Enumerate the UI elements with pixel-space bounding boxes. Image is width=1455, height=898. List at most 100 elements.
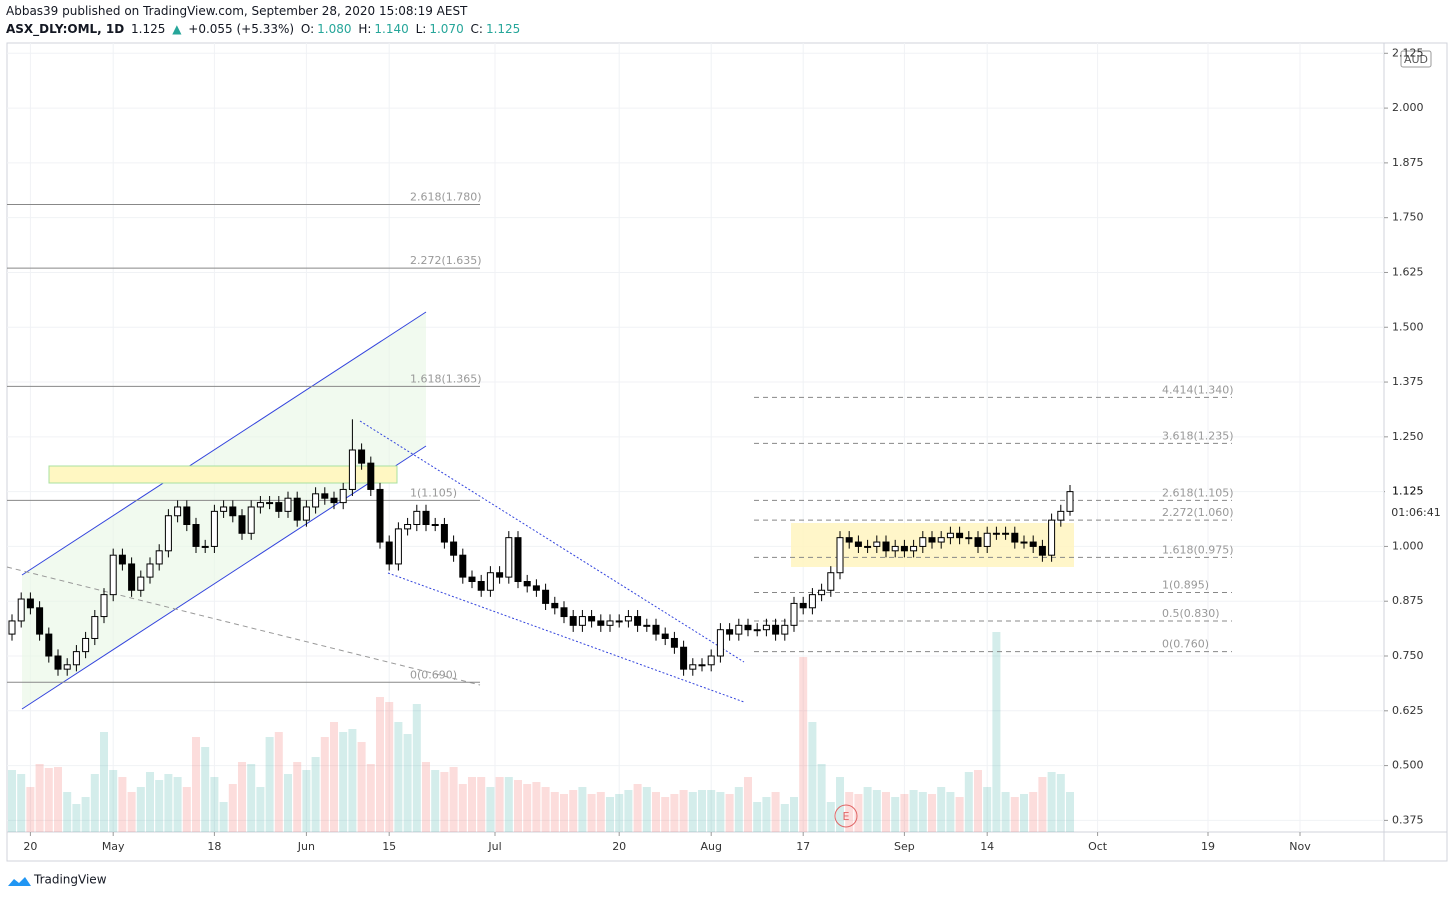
candle-body xyxy=(238,515,246,534)
x-tick-label: Jul xyxy=(487,840,501,853)
channel-line xyxy=(21,311,427,576)
volume-bar xyxy=(771,792,780,832)
volume-bar xyxy=(698,790,706,832)
candle-body xyxy=(284,497,292,512)
volume-bar xyxy=(882,792,890,832)
candle-body xyxy=(36,607,44,635)
candle-body xyxy=(302,506,310,521)
brand: TradingView xyxy=(33,873,107,887)
volume-bar xyxy=(44,768,53,832)
volume-bar xyxy=(845,792,854,832)
candle-body xyxy=(1011,532,1019,543)
channel-line xyxy=(21,445,427,710)
candle-body xyxy=(137,576,145,591)
candle-body xyxy=(808,594,816,609)
currency-box xyxy=(1400,50,1432,68)
candle-body xyxy=(17,598,25,622)
candle-body xyxy=(1048,519,1056,556)
volume-bar xyxy=(1047,772,1056,832)
fib-label: 1(0.895) xyxy=(1162,578,1209,591)
y-tick-label: 0.375 xyxy=(1392,813,1424,826)
volume-bar xyxy=(753,802,762,832)
candle-body xyxy=(606,620,614,626)
volume-bar xyxy=(541,787,550,832)
candle-body xyxy=(100,594,108,618)
candle-body xyxy=(459,554,467,578)
candle-body xyxy=(827,572,835,591)
candle-body xyxy=(1020,541,1028,544)
volume-bar xyxy=(836,777,844,832)
volume-bar xyxy=(431,770,440,832)
volume-bar xyxy=(155,780,164,832)
volume-bar xyxy=(550,792,559,832)
volume-bar xyxy=(817,764,826,832)
y-tick-label: 1.625 xyxy=(1392,265,1424,278)
volume-bar xyxy=(495,777,504,832)
volume-bar xyxy=(210,777,219,832)
volume-bar xyxy=(946,792,955,832)
volume-bar xyxy=(606,797,614,832)
candle-body xyxy=(956,532,964,539)
zone xyxy=(48,465,398,484)
grid xyxy=(7,43,1384,832)
candle-body xyxy=(118,554,126,565)
candle-body xyxy=(450,541,458,556)
volume-bar xyxy=(523,784,532,832)
fib-label: 2.272(1.635) xyxy=(410,254,482,267)
fib-label: 0(0.690) xyxy=(410,668,457,681)
volume-bar xyxy=(81,797,90,832)
volume-bar xyxy=(900,794,909,832)
volume-bar xyxy=(284,774,292,832)
volume-bar xyxy=(670,794,679,832)
o-label: O: xyxy=(300,22,315,36)
volume-bar xyxy=(26,787,35,832)
volume-bar xyxy=(468,777,476,832)
candle-body xyxy=(836,537,844,574)
volume-bar xyxy=(274,732,283,832)
candle-body xyxy=(164,515,172,552)
volume-bar xyxy=(624,790,633,832)
candle-body xyxy=(744,624,752,631)
volume-bar xyxy=(228,784,237,832)
volume-bar xyxy=(90,774,99,832)
candle-body xyxy=(440,524,448,543)
volume-bar xyxy=(192,737,200,832)
fib-label: 4.414(1.340) xyxy=(1162,383,1234,396)
volume-bar xyxy=(422,762,430,832)
candle-body xyxy=(707,655,715,666)
fib-label: 1.618(1.365) xyxy=(410,372,482,385)
last-price-box xyxy=(1385,483,1445,500)
volume-bar xyxy=(1020,794,1028,832)
y-tick-label: 1.500 xyxy=(1392,320,1424,333)
candle-body xyxy=(201,545,209,548)
x-tick-label: 19 xyxy=(1201,840,1215,853)
h-label: H: xyxy=(358,22,372,36)
volume-bar xyxy=(449,767,458,832)
volume-bar xyxy=(872,790,881,832)
x-tick-label: 20 xyxy=(612,840,626,853)
h-value: 1.140 xyxy=(374,22,409,36)
candle-body xyxy=(854,541,862,547)
last-price: 1.125 xyxy=(1392,485,1424,498)
candle-body xyxy=(348,449,356,490)
volume-bar xyxy=(1001,792,1010,832)
candle-body xyxy=(542,589,550,604)
volume-bar xyxy=(854,794,863,832)
x-tick-label: May xyxy=(102,840,125,853)
volume-bar xyxy=(486,787,495,832)
volume-bar xyxy=(532,782,541,832)
volume-bar xyxy=(633,784,642,832)
volume-bar xyxy=(265,737,274,832)
volume-bar xyxy=(256,787,265,832)
volume-bar xyxy=(734,787,743,832)
wedge-line xyxy=(387,572,745,703)
candle-body xyxy=(799,602,807,609)
volume-bar xyxy=(955,797,964,832)
volume-bar xyxy=(964,772,973,832)
volume-bar xyxy=(330,722,338,832)
candle-body xyxy=(1057,510,1065,521)
candle-body xyxy=(358,449,366,464)
volume-bar xyxy=(992,632,1001,832)
volume-bar xyxy=(173,777,182,832)
